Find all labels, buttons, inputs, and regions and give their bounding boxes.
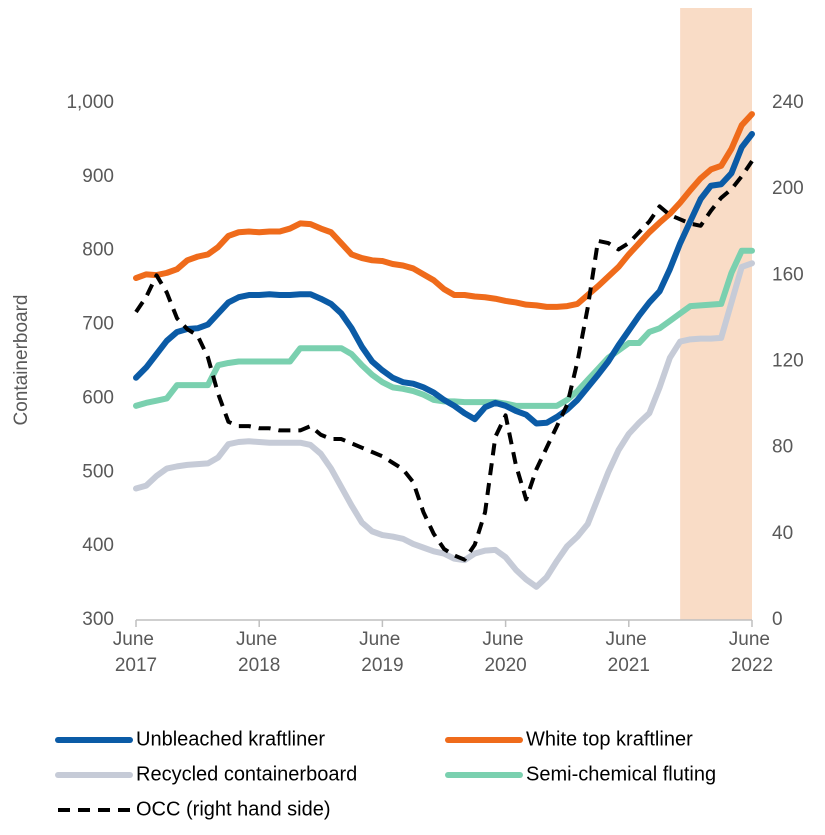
y2-tick-label: 0 [772,609,783,630]
y2-tick-label: 160 [772,264,804,285]
y2-tick-label: 40 [772,523,793,544]
highlight-band [680,8,752,620]
series-line [133,111,755,310]
y-tick-label: 1,000 [66,92,114,113]
legend-label: White top kraftliner [526,728,693,750]
legend-label: OCC (right hand side) [136,798,331,820]
y-tick-label: 600 [82,387,114,408]
y2-tick-label: 200 [772,178,804,199]
series-line [134,160,754,562]
y-axis-label: Containerboard [11,295,32,426]
y-tick-label: 700 [82,314,114,335]
x-tick-label: June 2017 [113,629,159,676]
y-tick-label: 900 [82,166,114,187]
x-tick-label: June 2018 [236,629,282,676]
legend-label: Unbleached kraftliner [136,728,325,750]
y2-tick-label: 80 [772,437,793,458]
y-tick-label: 300 [82,609,114,630]
y2-tick-label: 240 [772,92,804,113]
series-line [133,260,755,590]
y-tick-label: 800 [82,240,114,261]
y-tick-label: 500 [82,461,114,482]
legend-label: Recycled containerboard [136,763,357,785]
y-tick-label: 400 [82,535,114,556]
x-tick-label: June 2022 [729,629,775,676]
series-line [133,131,755,427]
x-tick-label: June 2020 [482,629,528,676]
x-tick-label: June 2021 [606,629,652,676]
y2-tick-label: 120 [772,351,804,372]
x-tick-label: June 2019 [359,629,405,676]
legend-label: Semi-chemical fluting [526,763,716,785]
